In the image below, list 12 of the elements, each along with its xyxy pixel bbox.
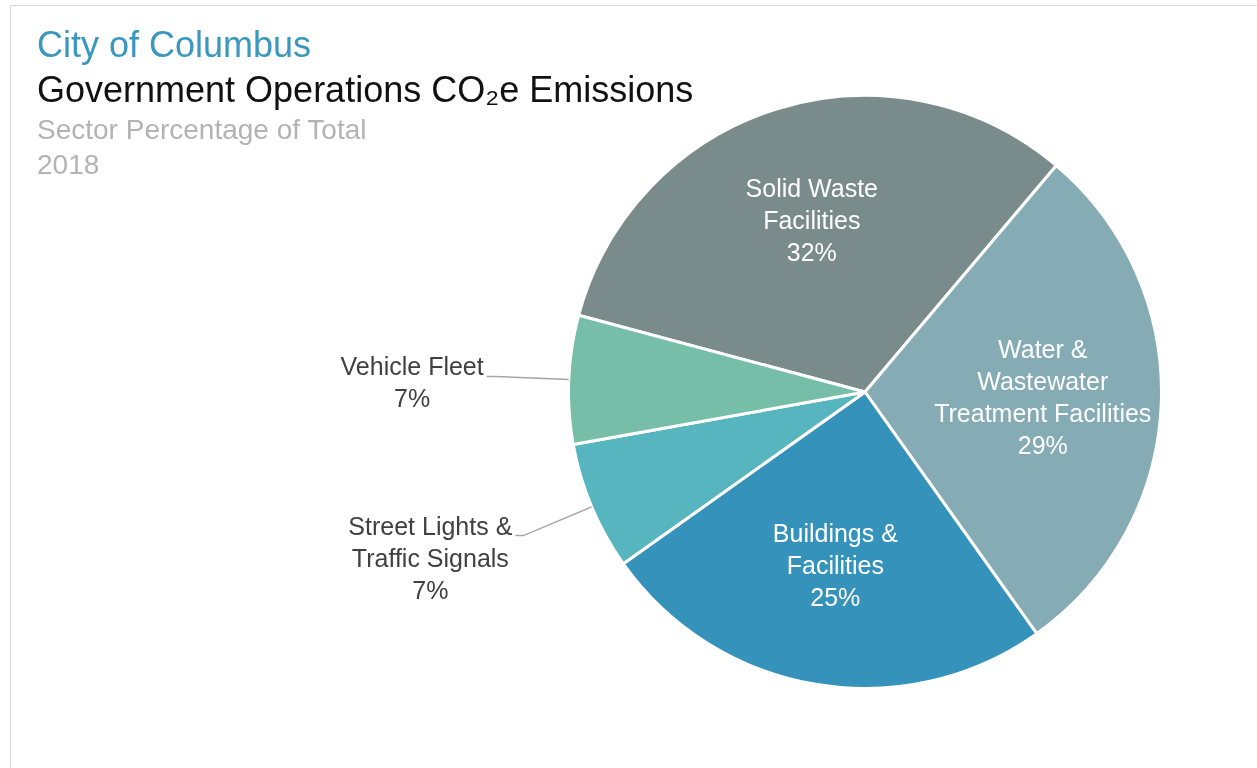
slice-label: Buildings & Facilities bbox=[772, 519, 899, 580]
text: Sector Percentage of Total 2018 bbox=[37, 114, 367, 180]
chart-title: City of Columbus Government Operations CO₂e Emissions bbox=[37, 24, 694, 110]
data-label: 7% bbox=[394, 384, 431, 413]
data-label: 25% bbox=[810, 583, 861, 612]
slice-label: Solid Waste Facilities bbox=[745, 174, 879, 235]
slice-label: Water & Wastewater Treatment Facilities bbox=[934, 335, 1152, 428]
slice-label: Vehicle Fleet bbox=[340, 352, 484, 381]
data-label: 32% bbox=[786, 238, 837, 267]
data-label: 7% bbox=[412, 575, 449, 604]
slice-label: Street Lights & Traffic Signals bbox=[348, 511, 513, 572]
data-label: 29% bbox=[1017, 431, 1068, 460]
